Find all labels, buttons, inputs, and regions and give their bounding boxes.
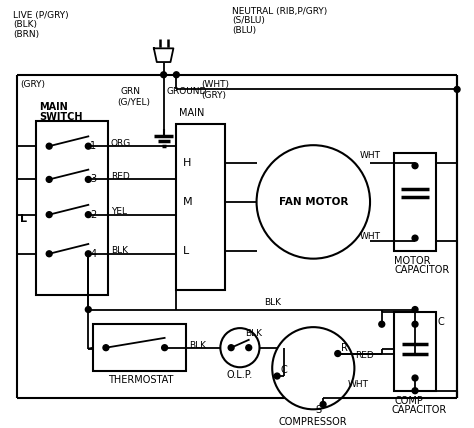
Text: THERMOSTAT: THERMOSTAT: [108, 375, 173, 385]
Text: BLK: BLK: [245, 330, 262, 339]
Circle shape: [379, 321, 385, 327]
Circle shape: [220, 328, 259, 367]
Circle shape: [272, 327, 355, 409]
Text: COMPRESSOR: COMPRESSOR: [279, 417, 347, 427]
Circle shape: [256, 145, 370, 259]
Text: CAPACITOR: CAPACITOR: [394, 265, 450, 275]
Text: 3: 3: [90, 175, 96, 184]
Circle shape: [85, 212, 91, 217]
Text: MAIN: MAIN: [179, 108, 205, 118]
Circle shape: [320, 401, 326, 407]
Text: COMP: COMP: [394, 395, 423, 405]
Text: C: C: [280, 365, 287, 375]
Text: WHT: WHT: [347, 380, 369, 389]
Text: (BLK): (BLK): [13, 21, 37, 30]
Text: (GRY): (GRY): [20, 80, 45, 89]
Text: R: R: [341, 343, 347, 353]
Circle shape: [46, 212, 52, 217]
Polygon shape: [154, 48, 173, 62]
Text: (BLU): (BLU): [232, 26, 256, 35]
Bar: [176, 124, 225, 290]
Text: 4: 4: [90, 249, 96, 259]
Circle shape: [173, 72, 179, 78]
Text: S: S: [315, 405, 321, 415]
Circle shape: [412, 388, 418, 394]
Circle shape: [85, 143, 91, 149]
Circle shape: [412, 321, 418, 327]
Bar: [394, 153, 436, 251]
Text: RED: RED: [111, 172, 129, 181]
Bar: [394, 312, 436, 391]
Text: L: L: [20, 214, 27, 223]
Text: (GRY): (GRY): [201, 91, 226, 100]
Text: (WHT): (WHT): [201, 80, 229, 89]
Text: YEL: YEL: [111, 207, 127, 216]
Text: SWITCH: SWITCH: [39, 112, 83, 122]
Text: O.L.P.: O.L.P.: [227, 370, 253, 380]
Bar: [93, 324, 186, 371]
Circle shape: [46, 176, 52, 182]
Circle shape: [85, 251, 91, 257]
Text: L: L: [183, 246, 190, 256]
Text: M: M: [183, 197, 193, 207]
Text: MOTOR: MOTOR: [394, 256, 431, 266]
Circle shape: [85, 306, 91, 312]
Circle shape: [412, 306, 418, 312]
Circle shape: [412, 375, 418, 381]
Bar: [36, 121, 108, 295]
Text: LIVE (P/GRY): LIVE (P/GRY): [13, 11, 69, 20]
Text: BLK: BLK: [111, 247, 128, 256]
Circle shape: [162, 345, 167, 351]
Text: CAPACITOR: CAPACITOR: [392, 405, 447, 415]
Circle shape: [274, 373, 280, 379]
Text: H: H: [183, 158, 191, 168]
Circle shape: [161, 72, 166, 78]
Circle shape: [85, 176, 91, 182]
Text: BLK: BLK: [189, 341, 206, 350]
Circle shape: [412, 235, 418, 241]
Text: C: C: [438, 317, 444, 327]
Text: NEUTRAL (RIB,P/GRY): NEUTRAL (RIB,P/GRY): [232, 7, 328, 16]
Text: GRN: GRN: [120, 87, 141, 96]
Text: (BRN): (BRN): [13, 30, 39, 39]
Text: WHT: WHT: [359, 152, 380, 160]
Text: MAIN: MAIN: [39, 102, 68, 112]
Circle shape: [46, 251, 52, 257]
Text: (G/YEL): (G/YEL): [118, 98, 151, 107]
Circle shape: [228, 345, 234, 351]
Text: (S/BLU): (S/BLU): [232, 16, 265, 25]
Circle shape: [335, 351, 341, 357]
Text: ORG: ORG: [111, 139, 131, 148]
Circle shape: [103, 345, 109, 351]
Circle shape: [246, 345, 252, 351]
Circle shape: [412, 163, 418, 169]
Text: 1: 1: [90, 141, 96, 151]
Text: FAN MOTOR: FAN MOTOR: [279, 197, 348, 207]
Text: 2: 2: [90, 210, 97, 220]
Text: RED: RED: [356, 351, 374, 360]
Circle shape: [46, 143, 52, 149]
Circle shape: [454, 86, 460, 92]
Text: GROUND: GROUND: [166, 87, 207, 96]
Text: WHT: WHT: [359, 232, 380, 241]
Text: BLK: BLK: [264, 298, 282, 307]
